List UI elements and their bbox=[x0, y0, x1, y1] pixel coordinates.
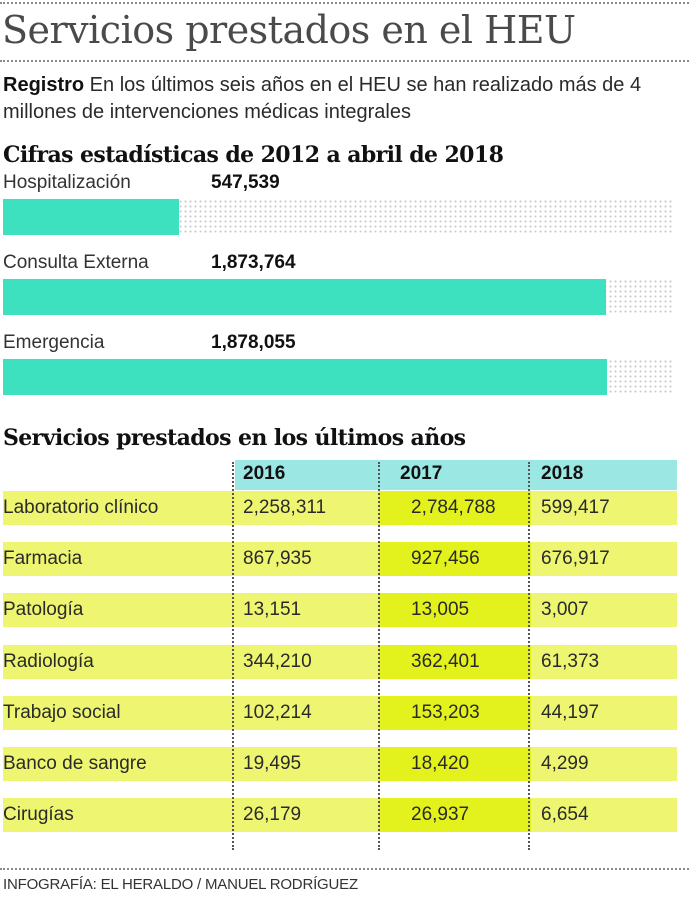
title-rule bbox=[0, 60, 689, 62]
bar-value-label: 547,539 bbox=[211, 172, 280, 193]
bar-value-label: 1,878,055 bbox=[211, 332, 296, 353]
table-cell-2016: 26,179 bbox=[243, 804, 302, 825]
footer-rule bbox=[0, 868, 689, 870]
bar-label: Emergencia bbox=[3, 332, 105, 353]
top-rule bbox=[0, 2, 689, 4]
table-cell-2017: 2,784,788 bbox=[411, 497, 496, 518]
bar-chart-title: Cifras estadísticas de 2012 a abril de 2… bbox=[3, 142, 504, 168]
bar-track bbox=[3, 199, 672, 235]
table-cell-2017: 13,005 bbox=[411, 599, 470, 620]
table-cell-2018: 61,373 bbox=[541, 651, 600, 672]
column-header-2018: 2018 bbox=[541, 463, 584, 484]
table-cell-2018: 44,197 bbox=[541, 702, 600, 723]
table-cell-2016: 867,935 bbox=[243, 548, 312, 569]
intro-lead: Registro bbox=[3, 74, 85, 96]
highlight-cell-2017 bbox=[379, 798, 531, 832]
row-label: Banco de sangre bbox=[3, 753, 147, 774]
column-separator bbox=[378, 462, 380, 850]
column-header-2017: 2017 bbox=[400, 463, 443, 484]
bar bbox=[3, 199, 180, 235]
table-row: Cirugías 26,179 26,937 6,654 bbox=[3, 798, 677, 832]
footer-credit: INFOGRAFÍA: EL HERALDO / MANUEL RODRÍGUE… bbox=[3, 876, 358, 893]
row-label: Trabajo social bbox=[3, 702, 121, 723]
bar-label: Consulta Externa bbox=[3, 252, 149, 273]
highlight-cell-2017 bbox=[379, 696, 531, 730]
highlight-cell-2017 bbox=[379, 747, 531, 781]
row-label: Radiología bbox=[3, 651, 94, 672]
table-cell-2018: 4,299 bbox=[541, 753, 589, 774]
highlight-cell-2017 bbox=[379, 491, 531, 525]
bar bbox=[3, 359, 607, 395]
intro-text: En los últimos seis años en el HEU se ha… bbox=[3, 74, 642, 123]
table-cell-2017: 18,420 bbox=[411, 753, 470, 774]
table-row: Trabajo social 102,214 153,203 44,197 bbox=[3, 696, 677, 730]
table-cell-2018: 599,417 bbox=[541, 497, 610, 518]
bar-track bbox=[3, 359, 672, 395]
column-header-2016: 2016 bbox=[243, 463, 286, 484]
table-cell-2017: 153,203 bbox=[411, 702, 480, 723]
table-cell-2017: 927,456 bbox=[411, 548, 480, 569]
table-header-band bbox=[235, 460, 677, 490]
table-row: Farmacia 867,935 927,456 676,917 bbox=[3, 542, 677, 576]
page-title: Servicios prestados en el HEU bbox=[2, 8, 576, 52]
table-cell-2016: 19,495 bbox=[243, 753, 302, 774]
row-label: Patología bbox=[3, 599, 84, 620]
row-label: Laboratorio clínico bbox=[3, 497, 159, 518]
table-cell-2016: 2,258,311 bbox=[243, 497, 327, 518]
table-cell-2016: 13,151 bbox=[243, 599, 302, 620]
bar-label: Hospitalización bbox=[3, 172, 131, 193]
table-row: Patología 13,151 13,005 3,007 bbox=[3, 593, 677, 627]
table-cell-2017: 26,937 bbox=[411, 804, 470, 825]
table-row: Banco de sangre 19,495 18,420 4,299 bbox=[3, 747, 677, 781]
column-separator bbox=[232, 462, 234, 850]
bar-track bbox=[3, 279, 672, 315]
column-separator bbox=[528, 462, 530, 850]
highlight-cell-2017 bbox=[379, 542, 531, 576]
table-cell-2016: 344,210 bbox=[243, 651, 312, 672]
row-label: Farmacia bbox=[3, 548, 83, 569]
highlight-cell-2017 bbox=[379, 593, 531, 627]
intro-paragraph: Registro En los últimos seis años en el … bbox=[3, 72, 683, 126]
table-cell-2018: 676,917 bbox=[541, 548, 610, 569]
table-row: Laboratorio clínico 2,258,311 2,784,788 599… bbox=[3, 491, 677, 525]
bar bbox=[3, 279, 606, 315]
table-cell-2018: 6,654 bbox=[541, 804, 589, 825]
table-cell-2016: 102,214 bbox=[243, 702, 312, 723]
row-label: Cirugías bbox=[3, 804, 74, 825]
table-title: Servicios prestados en los últimos años bbox=[3, 425, 466, 451]
table-cell-2018: 3,007 bbox=[541, 599, 589, 620]
highlight-cell-2017 bbox=[379, 645, 531, 679]
table-cell-2017: 362,401 bbox=[411, 651, 480, 672]
table-row: Radiología 344,210 362,401 61,373 bbox=[3, 645, 677, 679]
bar-value-label: 1,873,764 bbox=[211, 252, 296, 273]
